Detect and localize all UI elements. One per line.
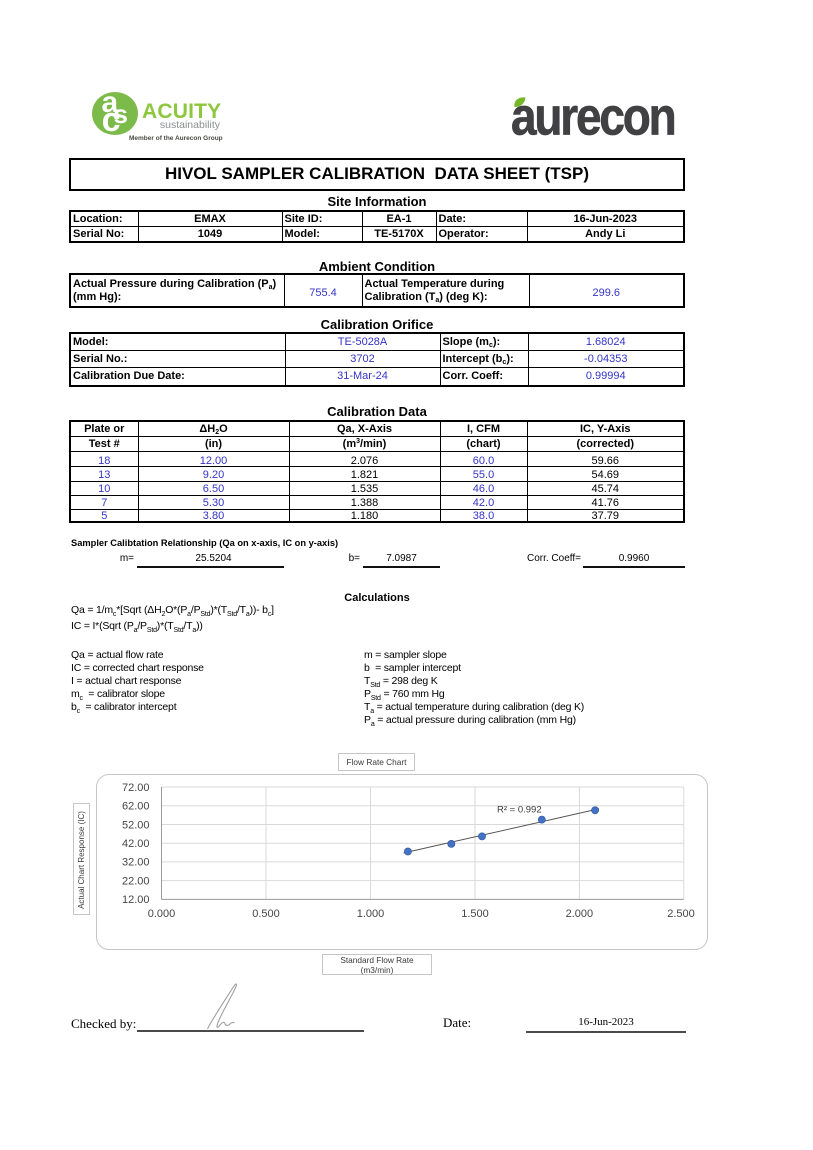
svg-text:1.500: 1.500 — [461, 908, 489, 920]
svg-text:R² = 0.992: R² = 0.992 — [497, 805, 542, 816]
svg-text:1.000: 1.000 — [357, 908, 385, 920]
svg-text:0.000: 0.000 — [148, 908, 176, 920]
svg-text:42.00: 42.00 — [122, 838, 150, 850]
svg-text:72.00: 72.00 — [122, 782, 150, 794]
svg-text:0.500: 0.500 — [252, 908, 280, 920]
svg-text:2.000: 2.000 — [566, 908, 594, 920]
svg-text:62.00: 62.00 — [122, 801, 150, 813]
svg-text:32.00: 32.00 — [122, 857, 150, 869]
svg-text:2.500: 2.500 — [667, 908, 695, 920]
svg-text:52.00: 52.00 — [122, 819, 150, 831]
svg-text:12.00: 12.00 — [122, 894, 150, 906]
svg-text:22.00: 22.00 — [122, 875, 150, 887]
